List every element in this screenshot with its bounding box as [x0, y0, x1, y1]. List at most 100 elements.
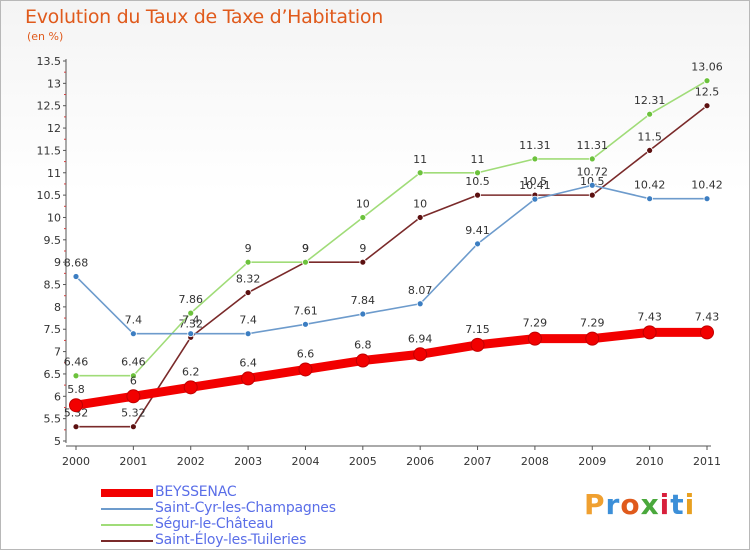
data-label: 7.43	[695, 310, 720, 323]
data-point	[298, 362, 313, 377]
x-tick-label: 2008	[521, 455, 549, 468]
data-point	[359, 258, 367, 266]
data-point	[703, 77, 711, 85]
data-point	[585, 331, 600, 346]
data-label: 9	[302, 242, 309, 255]
y-tick-label: 13	[47, 77, 61, 90]
data-label: 6.4	[239, 356, 257, 369]
data-label: 7.4	[239, 314, 257, 327]
x-tick-label: 2011	[693, 455, 721, 468]
data-point	[416, 300, 424, 308]
x-tick-label: 2005	[349, 455, 377, 468]
data-point	[703, 102, 711, 110]
data-point	[588, 181, 596, 189]
data-label: 9	[245, 242, 252, 255]
legend-label: Saint-Éloy-les-Tuileries	[155, 532, 307, 548]
data-label: 5.8	[67, 383, 85, 396]
data-label: 9	[359, 242, 366, 255]
series-line-3	[75, 104, 708, 428]
y-tick-label: 13.5	[37, 55, 62, 68]
data-label: 10	[356, 197, 370, 210]
data-point	[474, 169, 481, 177]
data-point	[359, 310, 367, 318]
legend-label: Saint-Cyr-les-Champagnes	[155, 500, 336, 516]
data-label: 8.68	[64, 256, 89, 269]
data-point	[72, 273, 80, 280]
data-point	[69, 398, 83, 413]
data-label: 5.32	[64, 407, 89, 420]
data-label: 7.29	[580, 317, 605, 330]
data-point	[355, 353, 370, 368]
series-line-1	[75, 184, 708, 335]
data-point	[703, 195, 711, 203]
x-tick-label: 2010	[636, 455, 664, 468]
y-tick-label: 5.5	[44, 413, 62, 426]
data-point	[527, 331, 542, 346]
legend-label: Ségur-le-Château	[155, 516, 274, 532]
data-label: 6.8	[354, 339, 372, 352]
data-label: 6.46	[121, 356, 146, 369]
data-label: 8.32	[236, 273, 261, 286]
data-label: 6.2	[182, 365, 200, 378]
data-point	[531, 155, 539, 163]
data-label: 10.42	[634, 179, 666, 192]
x-tick-label: 2000	[62, 455, 90, 468]
data-label: 10.72	[577, 165, 609, 178]
data-label: 12.31	[634, 94, 666, 107]
data-label: 10.41	[519, 179, 551, 192]
data-label: 6.6	[297, 347, 315, 360]
data-label: 7.84	[351, 294, 376, 307]
x-tick-label: 2001	[119, 455, 147, 468]
y-tick-label: 12	[47, 122, 61, 135]
data-point	[646, 147, 654, 154]
data-point	[72, 372, 80, 380]
logo-letter: i	[684, 488, 696, 521]
data-point	[700, 325, 714, 340]
y-tick-label: 6.5	[44, 368, 62, 381]
data-label: 10	[413, 197, 427, 210]
y-tick-label: 12.5	[37, 100, 62, 113]
data-point	[646, 110, 654, 118]
data-label: 9.41	[465, 224, 490, 237]
data-point	[244, 330, 252, 338]
data-point	[416, 169, 424, 177]
data-point	[187, 330, 195, 338]
legend-swatch	[101, 489, 153, 497]
data-label: 11	[471, 153, 485, 166]
data-point	[302, 258, 309, 266]
data-label: 7.29	[523, 317, 548, 330]
data-label: 11	[413, 153, 427, 166]
data-label: 8.07	[408, 284, 433, 297]
data-point	[474, 191, 481, 199]
y-tick-label: 9.5	[44, 234, 62, 247]
data-point	[359, 214, 367, 221]
x-tick-label: 2003	[234, 455, 262, 468]
y-tick-label: 8	[54, 301, 61, 314]
data-label: 7.61	[293, 304, 318, 317]
data-point	[183, 380, 198, 395]
data-label: 10.42	[691, 179, 723, 192]
legend-swatch	[101, 524, 153, 526]
logo-letter: i	[659, 488, 671, 521]
legend-swatch	[101, 508, 153, 510]
x-tick-label: 2002	[177, 455, 205, 468]
series-line-0	[71, 327, 712, 410]
y-tick-label: 6	[54, 390, 61, 403]
data-point	[474, 240, 481, 248]
proxiti-logo: Proxiti	[584, 488, 695, 521]
data-label: 6.94	[408, 332, 433, 345]
x-tick-label: 2007	[464, 455, 492, 468]
data-point	[241, 371, 256, 386]
data-label: 10.5	[465, 175, 490, 188]
data-label: 7.15	[465, 323, 490, 336]
logo-letter: P	[584, 488, 606, 521]
y-tick-label: 10	[47, 211, 61, 224]
data-point	[646, 195, 654, 203]
data-label: 11.31	[519, 139, 551, 152]
data-label: 7.4	[125, 314, 143, 327]
y-tick-label: 7	[54, 346, 61, 359]
legend-label: BEYSSENAC	[155, 484, 237, 500]
x-tick-label: 2004	[291, 455, 319, 468]
